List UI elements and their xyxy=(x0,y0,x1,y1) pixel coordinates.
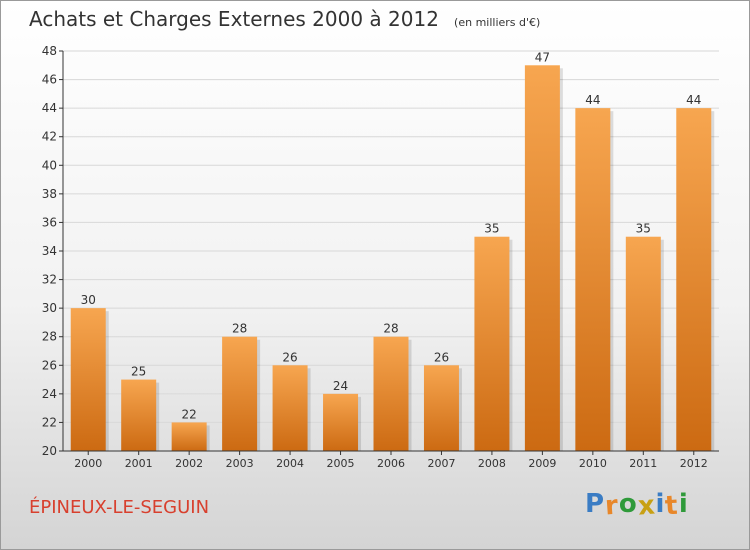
bar xyxy=(171,422,207,451)
x-tick-label: 2007 xyxy=(427,457,455,470)
bar xyxy=(625,236,661,451)
brand-logo: Proxiti xyxy=(585,489,689,522)
title-block: Achats et Charges Externes 2000 à 2012 (… xyxy=(29,7,540,31)
bar-value-label: 22 xyxy=(182,407,197,421)
bar xyxy=(222,336,258,451)
x-tick-label: 2003 xyxy=(226,457,254,470)
bar xyxy=(474,236,510,451)
bar-value-label: 26 xyxy=(434,350,449,364)
x-tick-label: 2002 xyxy=(175,457,203,470)
bar-value-label: 28 xyxy=(232,322,247,336)
x-tick-label: 2000 xyxy=(74,457,102,470)
bar xyxy=(676,108,712,452)
bar xyxy=(575,108,611,452)
bar xyxy=(373,336,409,451)
x-tick-label: 2008 xyxy=(478,457,506,470)
x-tick-label: 2009 xyxy=(528,457,556,470)
bar-value-label: 44 xyxy=(585,93,600,107)
x-tick-label: 2004 xyxy=(276,457,304,470)
y-tick-label: 30 xyxy=(42,301,57,315)
bar xyxy=(70,308,106,451)
bar-value-label: 25 xyxy=(131,365,146,379)
y-tick-label: 26 xyxy=(42,358,57,372)
brand-letter: r xyxy=(604,490,620,522)
y-tick-label: 32 xyxy=(42,273,57,287)
brand-letter: x xyxy=(636,490,657,522)
x-tick-label: 2005 xyxy=(327,457,355,470)
brand-letter: t xyxy=(664,490,680,522)
bar xyxy=(524,65,560,452)
bar-value-label: 26 xyxy=(282,350,297,364)
bar-value-label: 24 xyxy=(333,379,348,393)
y-tick-label: 38 xyxy=(42,187,57,201)
chart-subtitle: (en milliers d'€) xyxy=(454,16,541,29)
bar xyxy=(272,365,308,451)
bar-value-label: 35 xyxy=(636,222,651,236)
brand-letter: i xyxy=(678,489,689,519)
bar xyxy=(423,365,459,451)
brand-letter: P xyxy=(585,489,606,519)
y-tick-label: 22 xyxy=(42,415,57,429)
y-tick-label: 46 xyxy=(42,73,57,87)
x-tick-label: 2011 xyxy=(629,457,657,470)
x-tick-label: 2001 xyxy=(125,457,153,470)
bar-value-label: 47 xyxy=(535,50,550,64)
y-tick-label: 42 xyxy=(42,130,57,144)
x-tick-label: 2012 xyxy=(680,457,708,470)
y-tick-label: 40 xyxy=(42,158,57,172)
brand-letter: o xyxy=(618,489,638,519)
y-tick-label: 28 xyxy=(42,330,57,344)
bars xyxy=(70,65,715,452)
y-tick-label: 48 xyxy=(42,44,57,58)
bar xyxy=(323,393,359,451)
bar-value-label: 28 xyxy=(383,322,398,336)
commune-name: ÉPINEUX-LE-SEGUIN xyxy=(29,497,210,518)
y-tick-label: 20 xyxy=(42,444,57,458)
bar-value-label: 35 xyxy=(484,222,499,236)
y-tick-label: 24 xyxy=(42,387,57,401)
bar-value-label: 44 xyxy=(686,93,701,107)
brand-letter: i xyxy=(655,489,666,519)
x-tick-label: 2010 xyxy=(579,457,607,470)
bar xyxy=(121,379,157,451)
y-tick-label: 36 xyxy=(42,215,57,229)
y-tick-label: 34 xyxy=(42,244,57,258)
y-tick-label: 44 xyxy=(42,101,57,115)
chart-title: Achats et Charges Externes 2000 à 2012 xyxy=(29,7,439,31)
labels: 20 22 24 26 28 30 32 34 36 38 40 42 44 46 48 30 2000 25 20… xyxy=(42,44,708,470)
axes xyxy=(59,50,719,455)
bar-value-label: 30 xyxy=(81,293,96,307)
x-tick-label: 2006 xyxy=(377,457,405,470)
